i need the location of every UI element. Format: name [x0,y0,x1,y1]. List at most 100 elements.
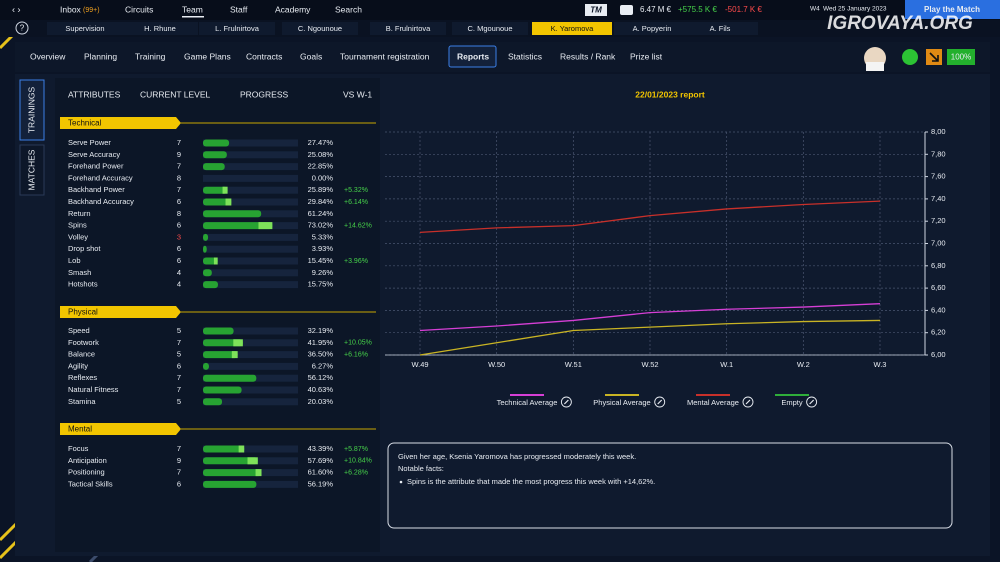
attribute-level: 7 [177,468,181,477]
top-nav-item[interactable]: Academy [275,4,311,14]
attribute-progress: 43.39% [308,444,334,453]
attribute-progress: 27.47% [308,138,334,147]
attribute-progress: 32.19% [308,326,334,335]
attribute-level: 4 [177,280,181,289]
player-tab[interactable]: A. Fils [710,24,731,33]
side-tab[interactable]: MATCHES [26,149,36,190]
y-tick-label: 6,60 [931,283,946,292]
player-tab[interactable]: C. Ngounoue [298,24,342,33]
sub-nav-item[interactable]: Statistics [508,51,542,61]
play-button-bg[interactable] [905,0,1000,19]
player-tab[interactable]: L. Frulnirtova [215,24,260,33]
attribute-name: Lob [68,256,81,265]
legend-edit-icon[interactable] [560,396,572,408]
sub-nav-item[interactable]: Planning [84,51,117,61]
attribute-level: 9 [177,150,181,159]
progress-bar [203,269,212,277]
play-button[interactable]: Play the Match [924,5,980,14]
sub-nav-item[interactable]: Tournament registration [340,51,430,61]
side-tab[interactable]: TRAININGS [26,87,36,134]
side-tab-bg[interactable] [19,79,45,141]
y-tick-label: 7,40 [931,194,946,203]
player-tab-bg [682,22,758,35]
top-nav-item[interactable]: Circuits [125,4,153,14]
attribute-progress: 56.19% [308,479,334,488]
progress-bar [203,469,262,477]
legend-edit-icon[interactable] [806,396,818,408]
player-tab[interactable]: C. Mgounoue [467,24,512,33]
sub-nav-item[interactable]: Prize list [630,51,663,61]
legend-edit-pen [745,399,751,405]
sub-nav-item[interactable]: Contracts [246,51,282,61]
bullet [399,480,403,484]
attribute-progress: 20.03% [308,397,334,406]
sub-nav-item[interactable]: Goals [300,51,322,61]
sub-nav-bar [15,42,990,72]
player-tab[interactable]: Supervision [65,24,104,33]
attribute-change: +6.14% [344,199,368,206]
y-tick-label: 8,00 [931,127,946,136]
attribute-name: Hotshots [68,280,98,289]
attribute-change: +5.87% [344,446,368,453]
back-arrow[interactable]: ‹ › [12,4,21,14]
trend-arrow [929,52,939,62]
y-tick-label: 7,20 [931,216,946,225]
sub-nav-item[interactable]: Game Plans [184,51,231,61]
progress-gain [213,257,218,265]
player-tab-bg [282,22,358,35]
player-tab[interactable]: H. Rhune [144,24,176,33]
player-tab[interactable]: K. Yaromova [551,24,594,33]
top-nav-item[interactable]: Inbox [60,4,82,14]
y-tick-label: 6,80 [931,261,946,270]
player-tab[interactable]: B. Frulnirtova [386,24,431,33]
attribute-progress: 25.08% [308,150,334,159]
progress-track [203,186,298,194]
x-tick-label: W.51 [565,360,582,369]
attribute-level: 7 [177,138,181,147]
y-tick-label: 7,60 [931,172,946,181]
progress-bar [203,339,243,347]
top-nav-item[interactable]: Search [335,4,362,14]
sub-nav-item[interactable]: Results / Rank [560,51,616,61]
attribute-change: +10.05% [344,340,372,347]
series-line [419,319,881,356]
progress-track [203,362,298,370]
logo-box [585,4,607,16]
sub-nav-item[interactable]: Overview [30,51,66,61]
attribute-level: 7 [177,444,181,453]
progress-track [203,269,298,277]
progress-bar [203,374,257,382]
progress-gain [222,186,228,194]
top-nav-item[interactable]: Staff [230,4,248,14]
progress-bar [203,386,242,394]
legend-label[interactable]: Technical Average [497,398,558,407]
mood-icon [902,49,918,65]
legend-edit-icon[interactable] [654,396,666,408]
sub-nav-item[interactable]: Training [135,51,166,61]
attribute-progress: 41.95% [308,338,334,347]
player-tab-bg [370,22,446,35]
attribute-name: Agility [68,361,88,370]
top-nav-item[interactable]: Team [182,4,203,14]
y-tick-label: 6,40 [931,305,946,314]
wallet-icon [620,5,633,15]
attribute-change: +14.62% [344,222,372,229]
legend-label[interactable]: Empty [781,398,803,407]
attribute-change: +6.28% [344,469,368,476]
legend-label[interactable]: Mental Average [687,398,739,407]
progress-track [203,386,298,394]
progress-bar [203,186,228,194]
sub-nav-item[interactable]: Reports [457,51,489,61]
help-icon[interactable] [15,21,29,35]
legend-label[interactable]: Physical Average [593,398,650,407]
progress-track [203,257,298,265]
summary-note: Spins is the attribute that made the mos… [407,477,655,486]
legend-edit-icon[interactable] [742,396,754,408]
section-header-bg [60,306,181,318]
attribute-level: 6 [177,256,181,265]
progress-gain [247,457,258,465]
player-tab[interactable]: A. Popyerin [633,24,672,33]
attribute-progress: 5.33% [312,232,334,241]
side-tab-bg[interactable] [19,144,45,196]
attribute-progress: 15.45% [308,256,334,265]
